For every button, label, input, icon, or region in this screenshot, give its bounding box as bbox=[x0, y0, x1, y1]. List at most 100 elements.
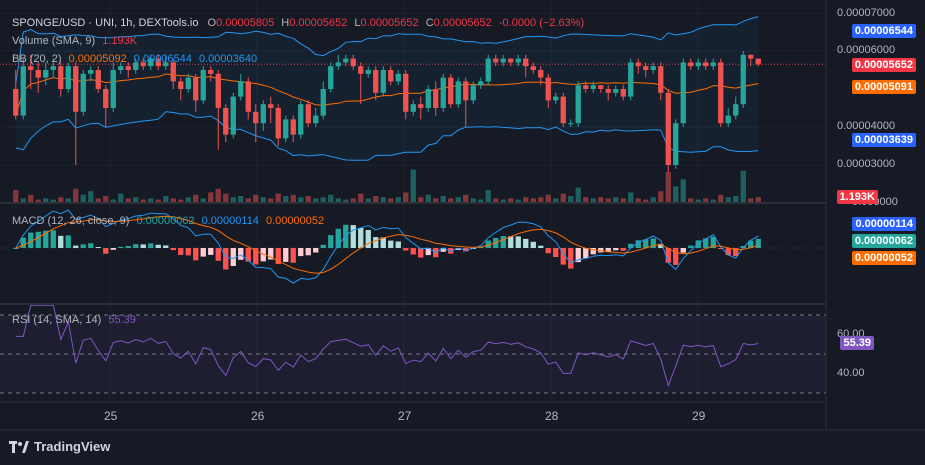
volume-bar bbox=[133, 197, 139, 202]
volume-bar bbox=[568, 196, 574, 202]
volume-bar bbox=[275, 193, 281, 202]
candle-body bbox=[485, 58, 491, 82]
macd-hist-bar bbox=[80, 244, 86, 248]
candle-body bbox=[170, 62, 176, 82]
candle-body bbox=[275, 108, 281, 139]
candle-body bbox=[215, 73, 221, 108]
macd-legend-label: MACD (12, 26, close, 9) bbox=[12, 215, 130, 227]
candle bbox=[215, 70, 221, 150]
candle bbox=[73, 62, 79, 165]
macd-hist-bar bbox=[613, 248, 619, 251]
macd-hist-bar bbox=[643, 239, 649, 248]
time-tick-29: 29 bbox=[692, 409, 706, 423]
price-tick-7: 0.00007000 bbox=[837, 7, 896, 19]
volume-bar bbox=[560, 193, 566, 202]
rsi-legend[interactable]: RSI (14, SMA, 14) 55.39 bbox=[12, 313, 136, 327]
candle-body bbox=[230, 96, 236, 135]
volume-bar bbox=[253, 194, 259, 202]
candle bbox=[43, 62, 49, 86]
volume-bar bbox=[628, 192, 634, 202]
macd-hist-bar bbox=[238, 248, 244, 260]
macd-hist-bar bbox=[500, 236, 506, 248]
candle-body bbox=[583, 85, 589, 89]
volume-bar bbox=[260, 197, 266, 202]
close-value: 0.00005652 bbox=[433, 17, 492, 29]
macd-hist-bar bbox=[125, 246, 131, 248]
candle bbox=[335, 54, 341, 70]
volume-bar bbox=[350, 198, 356, 202]
bb-legend[interactable]: BB (20, 2) 0.00005092 0.00006544 0.00003… bbox=[12, 52, 257, 66]
macd-hist-bar bbox=[245, 248, 251, 262]
candle bbox=[193, 73, 199, 112]
candle bbox=[620, 85, 626, 101]
candle-body bbox=[710, 62, 716, 67]
candle bbox=[583, 81, 589, 93]
candle-body bbox=[470, 85, 476, 101]
candle bbox=[493, 54, 499, 67]
macd-hist-bar bbox=[35, 231, 41, 248]
candle bbox=[680, 58, 686, 127]
macd-hist-badge: 0.00000062 bbox=[851, 234, 916, 248]
bb-basis-line bbox=[15, 73, 759, 116]
candle bbox=[718, 58, 724, 127]
candle bbox=[463, 77, 469, 127]
macd-hist-bar bbox=[440, 248, 446, 252]
volume-bar bbox=[185, 197, 191, 202]
macd-hist-bar bbox=[268, 248, 274, 260]
candle bbox=[343, 54, 349, 67]
macd-hist-bar bbox=[88, 243, 94, 248]
macd-pane bbox=[0, 209, 826, 284]
candle-body bbox=[500, 58, 506, 63]
candle bbox=[28, 54, 34, 89]
candle bbox=[268, 96, 274, 124]
symbol-legend[interactable]: SPONGE/USD · UNI, 1h, DEXTools.io O0.000… bbox=[12, 16, 584, 30]
candle-body bbox=[665, 92, 671, 165]
volume-bar bbox=[433, 198, 439, 202]
candle bbox=[320, 81, 326, 120]
candle bbox=[358, 62, 364, 105]
candle bbox=[298, 100, 304, 139]
macd-legend[interactable]: MACD (12, 26, close, 9) 0.00000062 0.000… bbox=[12, 214, 324, 228]
candle-body bbox=[575, 85, 581, 124]
volume-bar bbox=[530, 198, 536, 202]
macd-hist-bar bbox=[103, 248, 109, 254]
candle bbox=[418, 96, 424, 120]
tradingview-brand: TradingView bbox=[34, 439, 111, 454]
volume-bar bbox=[710, 199, 716, 202]
volume-bar bbox=[110, 199, 116, 202]
symbol-name[interactable]: SPONGE/USD bbox=[12, 17, 86, 29]
candle-body bbox=[125, 66, 131, 70]
candle-body bbox=[478, 81, 484, 86]
candle bbox=[755, 58, 761, 67]
macd-hist-bar bbox=[463, 248, 469, 252]
volume-bars bbox=[13, 169, 761, 202]
macd-hist-bar bbox=[110, 248, 116, 250]
macd-hist-bar bbox=[200, 248, 206, 257]
candle bbox=[553, 92, 559, 105]
volume-legend[interactable]: Volume (SMA, 9) 1.193K bbox=[12, 34, 137, 48]
candle bbox=[500, 54, 506, 67]
symbol-source: · UNI, 1h, DEXTools.io bbox=[85, 17, 199, 29]
candle bbox=[395, 70, 401, 86]
candle bbox=[35, 62, 41, 93]
volume-bar bbox=[193, 194, 199, 202]
volume-bar bbox=[140, 199, 146, 202]
rsi-legend-label: RSI (14, SMA, 14) bbox=[12, 314, 102, 326]
volume-bar bbox=[103, 196, 109, 202]
candle-body bbox=[755, 58, 761, 65]
candle bbox=[425, 85, 431, 112]
candle bbox=[20, 58, 26, 120]
volume-bar bbox=[388, 198, 394, 202]
candle-body bbox=[80, 73, 86, 112]
macd-hist-bar bbox=[718, 248, 724, 249]
bb-basis-value: 0.00005092 bbox=[68, 53, 127, 65]
macd-hist-bar bbox=[538, 245, 544, 248]
tradingview-logo[interactable]: TradingView bbox=[9, 439, 110, 454]
volume-bar bbox=[643, 199, 649, 202]
volume-bar bbox=[418, 197, 424, 202]
macd-hist-bar bbox=[185, 248, 191, 256]
high-label: H bbox=[281, 17, 290, 29]
candle-body bbox=[433, 89, 439, 108]
bb-lower-badge: 0.00003639 bbox=[851, 133, 916, 147]
